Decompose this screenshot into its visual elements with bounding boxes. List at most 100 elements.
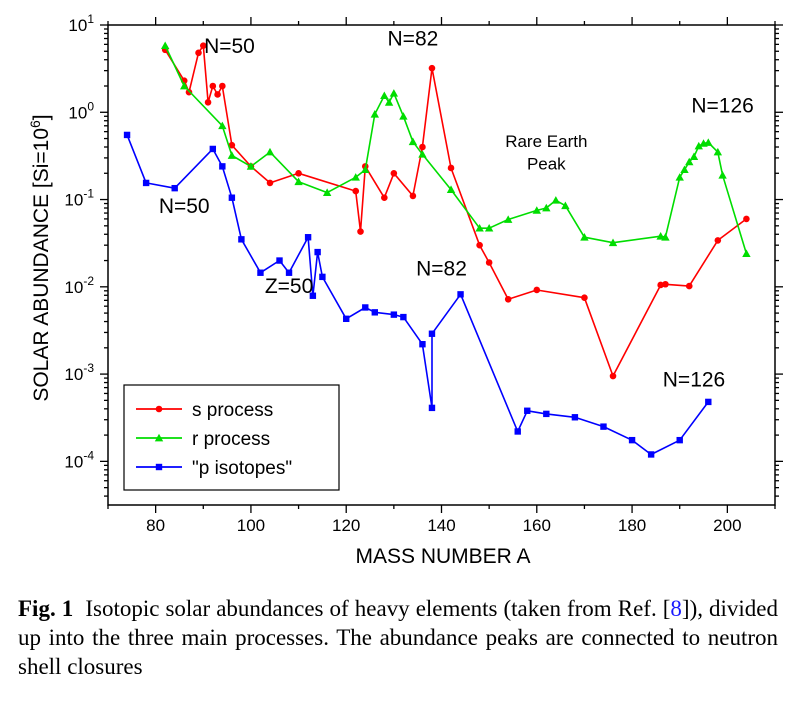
y-tick-label: 10-4: [64, 448, 94, 471]
series-layer: [123, 41, 751, 458]
legend-marker: [155, 405, 163, 413]
data-point: [475, 223, 484, 232]
data-point: [447, 164, 455, 172]
data-point: [319, 273, 326, 281]
data-point: [705, 398, 712, 406]
x-tick-label: 120: [332, 516, 360, 535]
data-point: [409, 192, 417, 200]
data-point: [304, 234, 312, 241]
data-point: [294, 177, 303, 186]
data-point: [533, 286, 541, 294]
annotation-label: N=50: [204, 35, 255, 58]
data-point: [343, 315, 350, 323]
y-tick-label-base: 10: [68, 16, 87, 35]
data-point: [685, 282, 693, 290]
data-point: [238, 236, 245, 243]
data-point: [680, 165, 689, 174]
data-point: [285, 269, 293, 276]
data-point: [446, 185, 456, 193]
data-point: [389, 89, 399, 97]
y-tick-label-exp: 0: [87, 99, 94, 113]
data-point: [656, 232, 665, 240]
y-tick-label-exp: 1: [87, 12, 94, 26]
caption-label: Fig. 1: [18, 596, 74, 621]
x-tick-label: 140: [427, 516, 455, 535]
data-point: [418, 150, 427, 158]
data-point: [713, 147, 723, 156]
data-point: [370, 110, 379, 118]
data-point: [580, 233, 589, 241]
data-point: [362, 304, 369, 311]
data-point: [662, 280, 669, 288]
data-point: [314, 248, 321, 256]
data-point: [228, 141, 236, 149]
data-point: [204, 99, 212, 106]
data-point: [661, 233, 670, 241]
data-point: [180, 81, 189, 90]
data-point: [504, 215, 513, 223]
data-point: [390, 169, 398, 177]
data-point: [361, 165, 370, 174]
data-point: [214, 91, 221, 98]
legend-entry: s process: [136, 400, 273, 421]
y-tick-label: 100: [68, 99, 94, 122]
data-point: [219, 163, 226, 170]
data-point: [160, 41, 170, 50]
data-point: [428, 330, 436, 337]
data-point: [504, 295, 512, 303]
annotation-label: N=82: [416, 257, 467, 280]
y-tick-label-exp: -2: [83, 274, 94, 288]
legend-marker: [154, 433, 164, 442]
data-point: [485, 259, 493, 266]
data-point: [408, 137, 418, 146]
data-point: [484, 223, 494, 232]
y-tick-label: 10-3: [64, 361, 94, 384]
x-axis-label: MASS NUMBER A: [355, 545, 530, 568]
data-point: [209, 145, 217, 153]
data-point: [228, 194, 236, 201]
legend-entry: "p isotopes": [136, 458, 292, 479]
data-point: [276, 257, 283, 264]
y-tick-label-exp: -3: [83, 361, 94, 375]
data-point: [381, 194, 388, 201]
data-point: [704, 138, 713, 146]
data-point: [542, 203, 551, 212]
annotation-label: N=82: [388, 28, 439, 51]
data-point: [718, 171, 727, 179]
y-tick-label-base: 10: [64, 365, 83, 384]
legend-label: s process: [192, 400, 273, 421]
data-point: [476, 241, 483, 249]
data-point: [357, 228, 364, 235]
data-point: [123, 131, 131, 139]
data-point: [309, 292, 317, 299]
legend-label: "p isotopes": [192, 458, 292, 479]
x-tick-label: 200: [713, 516, 741, 535]
y-tick-label: 10-1: [64, 187, 94, 210]
data-point: [199, 42, 207, 49]
x-tick-label: 80: [146, 516, 165, 535]
data-point: [419, 341, 426, 348]
data-point: [457, 291, 464, 298]
caption-ref-link[interactable]: 8: [670, 596, 682, 621]
data-point: [742, 249, 751, 257]
series-line: [164, 44, 747, 377]
data-point: [694, 141, 703, 150]
data-point: [399, 112, 408, 120]
annotation-label: N=50: [159, 195, 210, 218]
data-point: [689, 152, 699, 161]
data-point: [600, 423, 607, 430]
data-point: [195, 49, 202, 57]
data-point: [352, 187, 360, 195]
data-point: [743, 215, 750, 223]
data-point: [266, 179, 274, 187]
data-point: [171, 184, 178, 192]
legend-label: r process: [192, 429, 270, 450]
data-point: [609, 372, 617, 380]
y-axis-label-end: ]: [30, 114, 53, 120]
x-tick-label: 160: [523, 516, 551, 535]
x-tick-label: 100: [237, 516, 265, 535]
data-point: [384, 98, 394, 106]
legend-marker: [155, 463, 163, 471]
annotation-layer: N=50 N=82 N=126 Rare Earth Peak N=50 Z=50 N=82 N…: [159, 28, 754, 392]
caption-text-1: Isotopic solar abundances of heavy eleme…: [85, 596, 671, 621]
